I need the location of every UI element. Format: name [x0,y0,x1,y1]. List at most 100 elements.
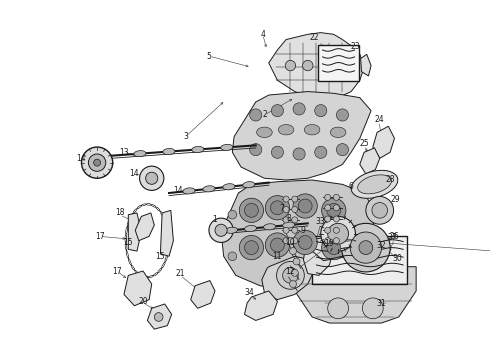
Circle shape [333,216,340,222]
Circle shape [283,238,289,244]
Circle shape [292,196,298,202]
Circle shape [325,194,331,201]
Circle shape [342,223,390,272]
Circle shape [367,252,375,261]
Ellipse shape [304,125,320,135]
Circle shape [293,103,305,115]
Circle shape [293,194,318,218]
Circle shape [94,159,100,166]
Ellipse shape [257,127,272,138]
Circle shape [315,146,327,158]
Text: 13: 13 [119,148,129,157]
Circle shape [350,232,381,263]
Ellipse shape [192,147,204,153]
Circle shape [292,206,298,212]
Polygon shape [221,180,374,291]
Text: 32: 32 [377,242,386,251]
Ellipse shape [163,149,175,155]
Circle shape [336,144,348,156]
Circle shape [276,261,304,289]
Circle shape [290,280,296,288]
Circle shape [367,208,375,217]
Circle shape [140,166,164,190]
Circle shape [333,238,340,244]
Polygon shape [373,126,394,158]
Circle shape [209,218,233,242]
Text: 2: 2 [262,111,267,120]
Polygon shape [303,239,334,275]
Circle shape [321,216,355,251]
Circle shape [271,104,284,117]
Text: 20: 20 [138,297,148,306]
Ellipse shape [203,186,215,192]
Circle shape [228,210,237,219]
Polygon shape [361,54,371,76]
Circle shape [285,60,295,71]
Circle shape [327,203,341,217]
Circle shape [271,146,284,158]
Circle shape [88,154,106,171]
Text: 5: 5 [206,51,211,60]
Text: 14: 14 [129,168,139,177]
Text: 14: 14 [173,186,183,195]
Text: 8: 8 [286,213,291,222]
Text: 22: 22 [310,33,319,42]
Polygon shape [147,304,172,329]
Text: 12: 12 [286,266,295,275]
Text: 26: 26 [390,232,399,241]
Circle shape [215,224,227,237]
Circle shape [325,227,331,233]
Text: 31: 31 [377,300,386,309]
Circle shape [283,196,289,202]
Circle shape [359,241,373,255]
Polygon shape [232,91,371,180]
Circle shape [325,216,331,222]
Circle shape [239,235,264,260]
Text: 17: 17 [95,232,104,241]
Polygon shape [262,256,314,300]
Text: 24: 24 [374,115,384,124]
Circle shape [239,198,264,222]
Text: 10: 10 [286,238,295,247]
Ellipse shape [278,125,294,135]
Ellipse shape [283,222,295,228]
Circle shape [292,238,298,244]
Text: 19: 19 [325,239,334,248]
Circle shape [320,60,330,71]
Text: 15: 15 [123,238,133,247]
Text: 28: 28 [385,175,395,184]
Circle shape [372,203,388,218]
Text: 6: 6 [349,183,354,192]
Circle shape [283,206,289,212]
Text: 33: 33 [316,217,326,226]
Circle shape [245,241,258,255]
Circle shape [292,217,298,223]
Circle shape [298,199,312,213]
Circle shape [337,60,347,71]
Circle shape [283,227,289,233]
Ellipse shape [243,181,255,188]
Circle shape [333,194,340,201]
Ellipse shape [183,188,195,194]
Polygon shape [128,213,141,251]
Polygon shape [124,271,152,306]
Polygon shape [269,33,364,100]
Text: 15: 15 [156,252,165,261]
Circle shape [328,223,348,244]
Text: 9: 9 [300,226,305,235]
Polygon shape [312,237,408,284]
Ellipse shape [223,184,235,190]
Polygon shape [135,213,154,241]
Circle shape [265,195,290,220]
Ellipse shape [225,227,238,233]
Circle shape [290,248,296,255]
Circle shape [366,197,393,224]
Circle shape [250,144,262,156]
Text: 7: 7 [279,204,284,213]
Polygon shape [191,280,215,308]
Ellipse shape [245,225,257,231]
Circle shape [81,147,113,178]
Ellipse shape [220,144,233,150]
Circle shape [270,238,284,252]
Text: 17: 17 [112,266,122,275]
